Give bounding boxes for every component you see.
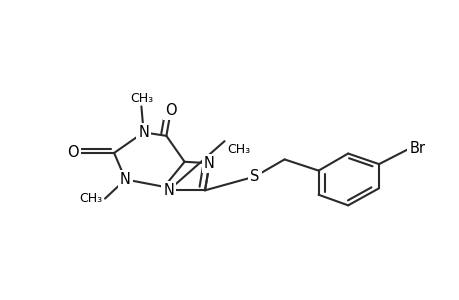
Text: O: O bbox=[67, 146, 79, 160]
Text: O: O bbox=[165, 103, 176, 118]
Text: S: S bbox=[250, 169, 259, 184]
Text: N: N bbox=[120, 172, 131, 187]
Text: CH₃: CH₃ bbox=[129, 92, 152, 105]
Text: CH₃: CH₃ bbox=[226, 142, 249, 156]
Text: N: N bbox=[138, 125, 149, 140]
Text: CH₃: CH₃ bbox=[79, 192, 102, 205]
Text: N: N bbox=[163, 183, 174, 198]
Text: N: N bbox=[204, 156, 214, 171]
Text: Br: Br bbox=[409, 141, 425, 156]
